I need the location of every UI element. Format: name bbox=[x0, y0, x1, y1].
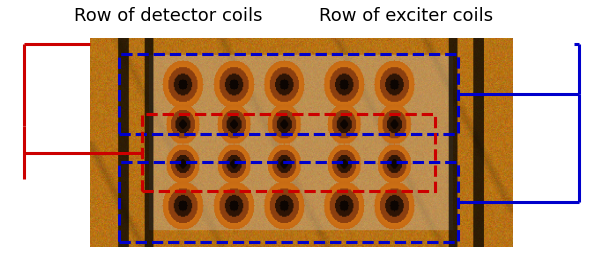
Text: Row of detector coils: Row of detector coils bbox=[74, 7, 263, 25]
Bar bbox=[119, 162, 458, 242]
Text: Row of exciter coils: Row of exciter coils bbox=[318, 7, 493, 25]
Bar bbox=[142, 114, 435, 191]
Bar bbox=[119, 54, 458, 134]
